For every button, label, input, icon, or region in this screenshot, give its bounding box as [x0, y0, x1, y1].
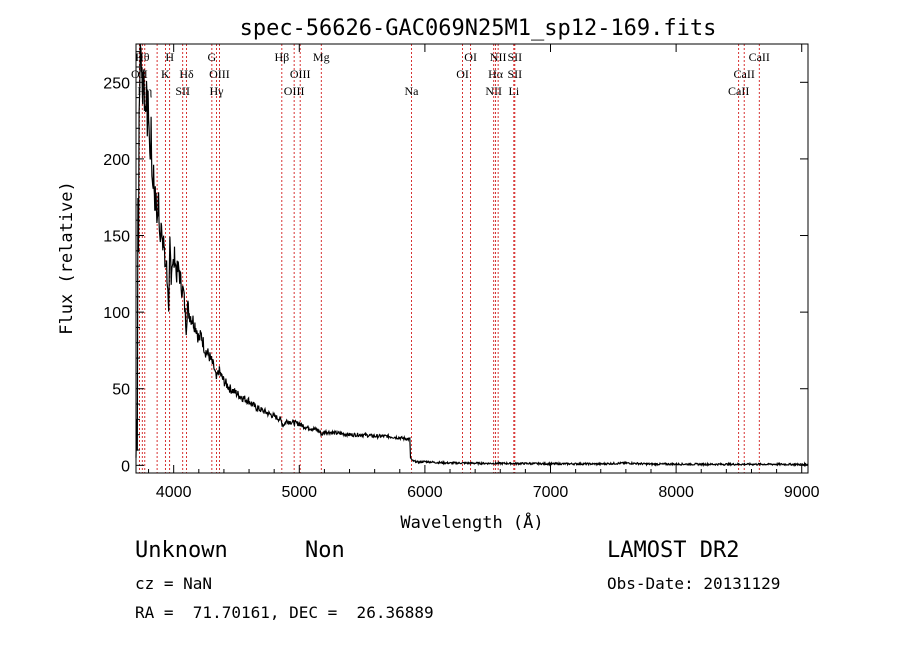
line-marker-label: Na	[404, 84, 419, 98]
line-marker-label: Hθ	[135, 50, 150, 64]
plot-frame	[135, 43, 809, 474]
line-marker-label: K	[161, 67, 170, 81]
x-tick-label: 5000	[281, 484, 317, 501]
line-marker-label: CaII	[749, 50, 770, 64]
line-marker-label: G	[208, 50, 217, 64]
line-marker-label: CaII	[734, 67, 755, 81]
line-marker-label: SII	[507, 50, 522, 64]
line-marker-label: H	[165, 50, 174, 64]
line-marker-label: NII	[490, 50, 507, 64]
line-marker-label: OIII	[209, 67, 230, 81]
x-axis: 4000 5000 6000 7000 8000 9000	[148, 44, 820, 501]
cz-value: cz = NaN	[135, 574, 213, 593]
y-tick-label: 100	[103, 305, 130, 322]
line-marker-label: SII	[507, 67, 522, 81]
x-tick-label: 9000	[784, 484, 820, 501]
line-marker-label: Hβ	[274, 50, 289, 64]
survey-name: LAMOST DR2	[607, 538, 740, 563]
line-marker-label: Hδ	[179, 67, 194, 81]
x-tick-label: 4000	[156, 484, 192, 501]
x-tick-label: 7000	[533, 484, 569, 501]
line-marker-label: Li	[508, 84, 519, 98]
object-subclass: Non	[305, 538, 345, 563]
line-marker-label: OIII	[284, 84, 305, 98]
chart-title: spec-56626-GAC069N25M1_sp12-169.fits	[240, 16, 717, 41]
line-marker-label: NII	[485, 84, 502, 98]
line-marker-label: Hα	[488, 67, 504, 81]
line-marker-label: SII	[175, 84, 190, 98]
spectrum-line	[135, 43, 808, 468]
obs-date: Obs-Date: 20131129	[607, 574, 781, 593]
line-marker-label: OIII	[290, 67, 311, 81]
line-marker-label: Hγ	[210, 84, 225, 98]
y-tick-label: 200	[103, 152, 130, 169]
line-marker-label: OI	[456, 67, 469, 81]
object-class: Unknown	[135, 538, 228, 563]
y-tick-label: 0	[121, 458, 130, 475]
x-axis-label: Wavelength (Å)	[400, 511, 543, 533]
y-tick-label: 50	[112, 382, 130, 399]
emission-line-markers: OIIHθHηKHSIIHδGHγOIIIHβOIIIOIIIMgNaOIOIN…	[131, 44, 770, 473]
line-marker-label: CaII	[728, 84, 749, 98]
y-tick-label: 250	[103, 75, 130, 92]
x-tick-label: 6000	[407, 484, 443, 501]
y-axis-label: Flux (relative)	[57, 181, 77, 335]
y-axis: 0 50 100 150 200 250	[103, 51, 808, 475]
line-marker-label: Mg	[313, 50, 330, 64]
line-marker-label: OI	[464, 50, 477, 64]
coordinates: RA = 71.70161, DEC = 26.36889	[135, 603, 434, 622]
y-tick-label: 150	[103, 229, 130, 246]
x-tick-label: 8000	[658, 484, 694, 501]
